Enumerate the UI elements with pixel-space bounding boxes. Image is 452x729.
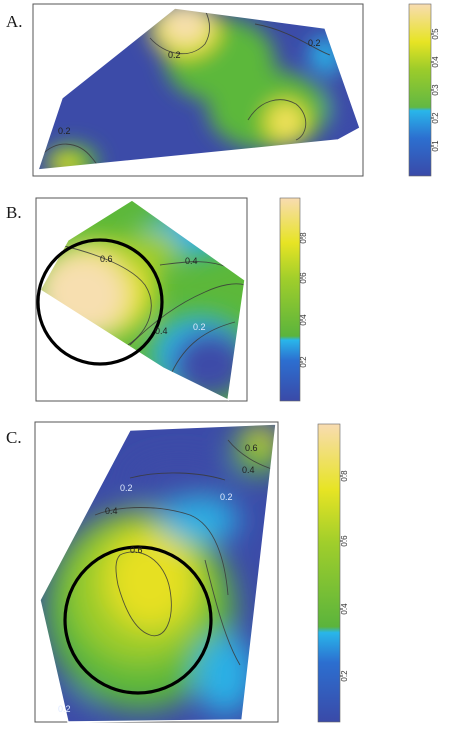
contour-label-a1: 0.2 [168, 50, 181, 60]
colorbar-c [317, 423, 341, 723]
panel-label-b: B. [6, 203, 22, 222]
contour-label-c6: 0.4 [242, 465, 255, 475]
colorbar-b [279, 197, 301, 402]
tick-a-5: 0.5 [431, 28, 440, 40]
tick-b-2: 0.4 [299, 314, 308, 326]
tick-c-3: 0.6 [340, 535, 349, 547]
tick-c-4: 0.8 [340, 470, 349, 482]
highlight-circle-c [63, 545, 213, 695]
contour-label-c7: 0.2 [58, 704, 71, 714]
contour-label-c2: 0.2 [220, 492, 233, 502]
panel-label-a: A. [6, 12, 23, 31]
contour-label-b2: 0.4 [185, 256, 198, 266]
tick-a-1: 0.1 [431, 140, 440, 152]
contour-label-c1: 0.2 [120, 483, 133, 493]
contour-label-b3: 0.4 [155, 326, 168, 336]
contour-label-c3: 0.4 [105, 506, 118, 516]
tick-a-4: 0.4 [431, 56, 440, 68]
colorbar-b-ticks: 0.2 0.4 0.6 0.8 [299, 232, 308, 368]
contour-label-c5: 0.6 [245, 443, 258, 453]
highlight-circle-b [36, 238, 164, 366]
tick-b-3: 0.6 [299, 272, 308, 284]
contour-label-c4: 0.6 [130, 545, 143, 555]
colorbar-a [408, 3, 432, 177]
contour-label-b1: 0.6 [100, 254, 113, 264]
contour-label-a2: 0.2 [58, 126, 71, 136]
contour-label-b4: 0.2 [193, 322, 206, 332]
tick-c-2: 0.4 [340, 603, 349, 615]
tick-c-1: 0.2 [340, 670, 349, 682]
colorbar-a-ticks: 0.1 0.2 0.3 0.4 0.5 [431, 28, 440, 152]
panel-label-c: C. [6, 428, 22, 447]
tick-a-2: 0.2 [431, 112, 440, 124]
tick-b-1: 0.2 [299, 356, 308, 368]
contour-label-a3: 0.2 [308, 38, 321, 48]
tick-a-3: 0.3 [431, 84, 440, 96]
colorbar-c-ticks: 0.2 0.4 0.6 0.8 [340, 470, 349, 682]
tick-b-4: 0.8 [299, 232, 308, 244]
